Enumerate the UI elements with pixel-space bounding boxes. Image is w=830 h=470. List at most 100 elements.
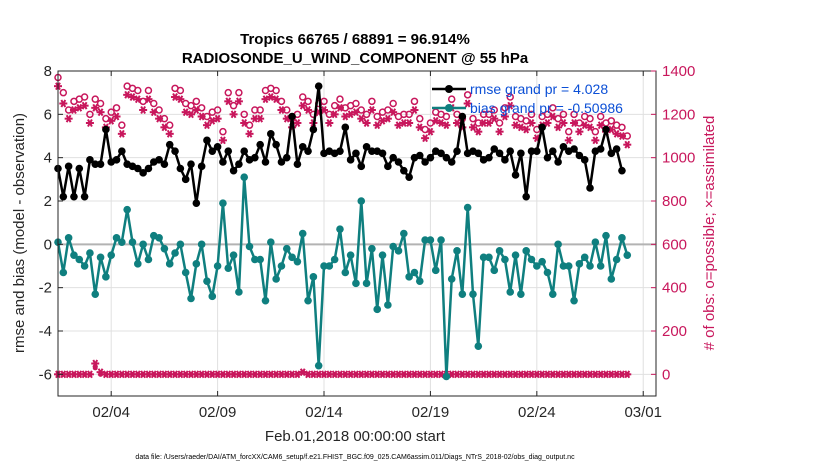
obs-possible-bottom-point — [145, 371, 151, 377]
rmse-point — [256, 140, 264, 149]
x-axis-label: Feb.01,2018 00:00:00 start — [265, 428, 446, 445]
obs-assimilated-point — [85, 119, 94, 127]
bias-point — [415, 277, 424, 285]
bias-point — [607, 275, 616, 283]
obs-assimilated-point — [484, 119, 493, 127]
obs-possible-point — [564, 127, 573, 136]
bias-point — [490, 266, 499, 275]
bias-point — [591, 238, 600, 246]
obs-assimilated-point — [330, 110, 339, 119]
obs-assimilated-point — [591, 136, 600, 145]
bias-point — [602, 231, 610, 240]
rmse-point — [352, 149, 360, 158]
rmse-point — [309, 125, 318, 134]
bias-point — [96, 253, 105, 262]
obs-possible-bottom-point — [268, 371, 274, 377]
obs-assimilated-point — [389, 108, 398, 117]
obs-possible-bottom-point — [60, 371, 66, 377]
bias-point — [596, 262, 605, 270]
obs-possible-point — [495, 119, 504, 127]
rmse-point — [527, 147, 536, 155]
rmse-point — [144, 164, 153, 173]
bias-point — [75, 255, 84, 264]
rmse-point — [197, 162, 206, 171]
obs-assimilated-point — [442, 121, 451, 130]
obs-possible-bottom-point — [135, 371, 141, 377]
x-tick-label: 02/04 — [92, 404, 130, 421]
rmse-point — [341, 123, 350, 132]
bias-point — [59, 268, 68, 277]
rmse-point — [192, 199, 201, 207]
obs-possible-bottom-point — [215, 371, 221, 377]
bias-point — [431, 266, 440, 275]
bias-point — [123, 205, 131, 214]
bias-point — [267, 238, 275, 246]
obs-possible-bottom-point — [332, 371, 338, 377]
obs-assimilated-point — [139, 106, 148, 114]
bias-point — [548, 290, 557, 298]
chart-title-line2: RADIOSONDE_U_WIND_COMPONENT @ 55 hPa — [182, 50, 529, 67]
obs-possible-point — [623, 132, 632, 140]
obs-possible-point — [80, 93, 89, 101]
legend-bias-label: bias grand pr = -0.50986 — [470, 100, 623, 116]
bias-point — [309, 273, 318, 281]
rmse-point — [362, 143, 371, 151]
obs-possible-point — [447, 95, 456, 103]
obs-possible-bottom-point — [236, 371, 242, 377]
obs-possible-point — [442, 112, 451, 121]
bias-point — [336, 225, 344, 233]
bias-point — [261, 296, 270, 305]
rmse-point — [59, 192, 68, 201]
y-left-tick-label: -2 — [39, 280, 52, 297]
obs-possible-bottom-point — [486, 371, 492, 377]
rmse-point — [112, 156, 121, 164]
obs-possible-bottom-point — [390, 371, 396, 377]
bias-point — [501, 255, 509, 264]
rmse-point — [224, 147, 233, 155]
bias-point — [554, 240, 562, 249]
obs-assimilated-point — [213, 114, 222, 123]
obs-possible-bottom-point — [438, 371, 444, 377]
rmse-point — [219, 158, 227, 166]
obs-possible-point — [586, 114, 594, 123]
rmse-point — [171, 147, 179, 155]
x-tick-label: 02/09 — [199, 404, 237, 421]
obs-possible-bottom-point — [454, 371, 460, 377]
obs-possible-point — [549, 104, 557, 112]
obs-possible-bottom-point — [491, 371, 497, 377]
rmse-point — [240, 147, 249, 155]
rmse-point — [442, 153, 451, 162]
obs-possible-point — [463, 91, 472, 99]
bias-point — [245, 242, 254, 251]
rmse-point — [229, 166, 238, 175]
rmse-point — [304, 147, 312, 155]
rmse-point — [580, 156, 589, 164]
obs-assimilated-point — [383, 114, 392, 123]
y-right-tick-label: 0 — [662, 366, 670, 383]
bias-point — [128, 238, 137, 246]
rmse-point — [70, 192, 78, 201]
obs-possible-bottom-point — [555, 371, 561, 377]
obs-possible-point — [224, 88, 232, 97]
obs-possible-bottom-point — [129, 371, 135, 377]
bias-point — [171, 249, 179, 257]
rmse-point — [357, 162, 366, 171]
obs-possible-bottom-point — [289, 371, 295, 377]
obs-possible-bottom-point — [278, 371, 284, 377]
obs-possible-bottom-point — [193, 371, 199, 377]
rmse-point — [187, 160, 195, 168]
bias-point — [192, 260, 201, 268]
obs-assimilated-point — [405, 119, 414, 127]
bias-point — [70, 251, 78, 259]
rmse-point — [559, 143, 568, 151]
bias-point — [203, 277, 211, 285]
obs-possible-point — [554, 114, 562, 123]
obs-possible-bottom-point — [353, 371, 359, 377]
obs-possible-bottom-point — [172, 371, 178, 377]
obs-possible-bottom-point — [385, 371, 391, 377]
obs-possible-bottom-point — [459, 371, 465, 377]
bias-point — [181, 268, 190, 277]
y-right-tick-label: 400 — [662, 280, 687, 297]
x-tick-label: 03/01 — [624, 404, 662, 421]
